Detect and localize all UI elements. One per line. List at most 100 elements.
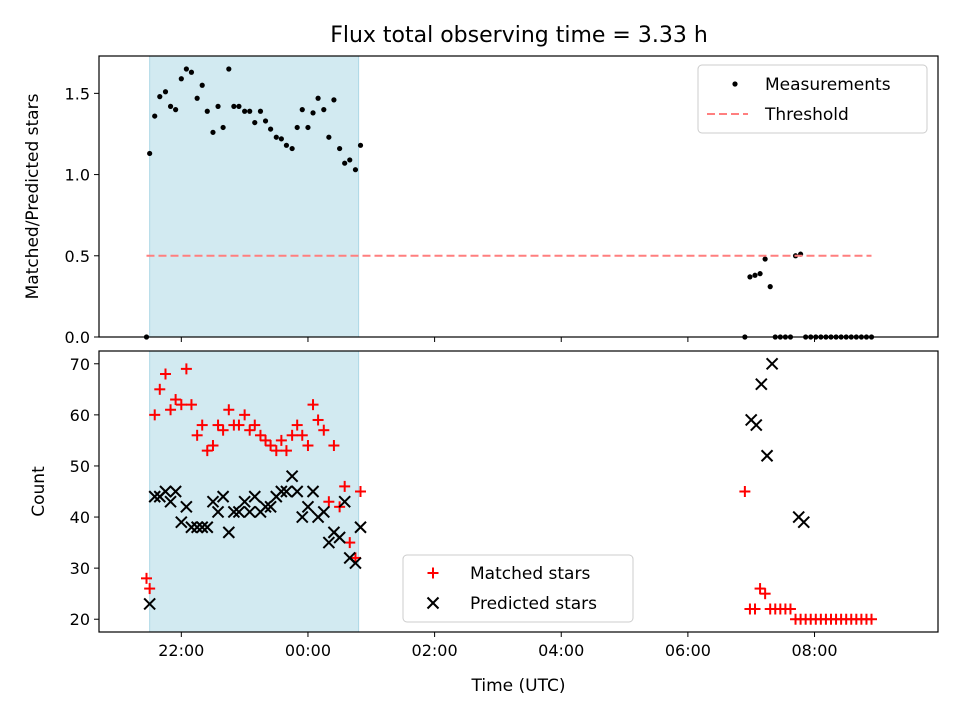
predicted-star-point-b (280, 485, 293, 498)
measurement-point (762, 256, 768, 262)
matched-star-point (175, 399, 187, 411)
matched-star-point (355, 486, 367, 497)
predicted-star-point-b (322, 536, 336, 549)
predicted-star-point (211, 505, 225, 519)
predicted-star-point (755, 378, 768, 391)
predicted-star-point-b (296, 510, 309, 524)
xtick-label: 22:00 (158, 641, 204, 660)
observing-span-band (149, 55, 360, 338)
measurement-point (315, 95, 321, 101)
measurement-point (289, 145, 295, 152)
measurement-point (273, 134, 279, 140)
matched-star-point (260, 434, 272, 446)
matched-star-point (180, 363, 192, 375)
measurement-point (752, 272, 758, 278)
measurement-point (157, 94, 163, 100)
matched-star-point (159, 368, 171, 380)
predicted-star-point (227, 505, 241, 519)
legend-matched-label: Matched stars (470, 564, 590, 584)
predicted-star-point-b (338, 495, 351, 508)
predicted-star-point (765, 357, 779, 370)
ytick-label: 0.5 (65, 247, 90, 266)
predicted-star-point (248, 490, 261, 503)
ytick-label: 30 (70, 559, 90, 578)
matched-star-point (291, 419, 303, 431)
matched-star-point (212, 419, 224, 431)
count-panel-ylabel: Count (29, 466, 49, 517)
predicted-star-point (317, 505, 330, 519)
chart-title: Flux total observing time = 3.33 h (330, 23, 708, 48)
ytick-label: 20 (70, 610, 90, 629)
measurement-point (283, 142, 290, 148)
xtick-label: 00:00 (285, 641, 331, 660)
matched-star-point (302, 440, 314, 452)
predicted-star-point-b (765, 357, 779, 370)
ytick-label: 40 (70, 508, 90, 527)
measurement-point (299, 107, 305, 113)
matched-star-point (323, 496, 335, 508)
measurement-point (294, 124, 300, 131)
ratio-panel: 0.0 0.5 1.0 1.5 Matched/Predicted stars Mea… (23, 55, 939, 347)
matched-star-point (249, 419, 261, 431)
count-panel-legend: Matched stars Predicted stars (402, 554, 634, 623)
matched-star-point (307, 399, 319, 411)
matched-star-point (165, 404, 177, 416)
matched-star-point (191, 429, 203, 441)
matched-star-point (244, 424, 256, 436)
measurement-point (147, 150, 153, 157)
legend-threshold-label: Threshold (764, 105, 849, 125)
count-panel-xticks: 22:00 00:00 02:00 04:00 06:00 08:00 (158, 632, 838, 660)
matched-star-point (784, 603, 796, 615)
xtick-label: 06:00 (665, 641, 711, 660)
measurement-point (767, 284, 773, 290)
ytick-label: 60 (70, 406, 90, 425)
ytick-label: 50 (70, 457, 90, 476)
predicted-star-point (797, 515, 810, 529)
predicted-star-point (333, 531, 346, 544)
predicted-star-point-b (175, 515, 188, 529)
predicted-star-point (750, 418, 763, 432)
predicted-star-point (232, 505, 246, 519)
predicted-star-point-b (264, 500, 277, 514)
ratio-panel-ylabel: Matched/Predicted stars (23, 93, 43, 299)
matched-star-point (144, 583, 156, 595)
legend-measurement-swatch (732, 81, 738, 87)
predicted-star-point-b (159, 485, 172, 498)
predicted-star-point (354, 521, 367, 534)
predicted-star-point-b (222, 526, 236, 539)
predicted-star-point (148, 490, 161, 503)
predicted-star-point-b (243, 505, 256, 519)
predicted-star-point (285, 469, 299, 483)
measurement-point (204, 108, 210, 114)
measurement-point (183, 66, 189, 72)
predicted-star-point-b (349, 556, 362, 570)
predicted-star-point-b (232, 505, 246, 519)
predicted-star-point-b (190, 521, 204, 534)
measurement-point (331, 97, 337, 103)
predicted-star-point (296, 510, 309, 524)
matched-star-point (280, 445, 292, 457)
matched-star-point (270, 445, 282, 457)
predicted-star-point-b (750, 418, 763, 432)
matched-star-point (328, 440, 340, 452)
predicted-star-point (306, 485, 320, 498)
predicted-star-point (290, 485, 304, 498)
predicted-star-point-b (354, 521, 367, 534)
matched-star-point (339, 480, 351, 492)
predicted-star-point (264, 500, 277, 514)
matched-star-point (749, 603, 761, 615)
predicted-star-point-b (164, 495, 177, 508)
matched-star-point (312, 414, 324, 426)
predicted-star-point (338, 495, 351, 508)
measurement-point (278, 136, 284, 142)
measurement-point (215, 103, 221, 109)
predicted-star-point (175, 515, 188, 529)
matched-star-point (265, 440, 277, 452)
ytick-label: 0.0 (65, 328, 90, 347)
measurement-point (242, 108, 248, 114)
predicted-star-point-b (248, 490, 261, 503)
matched-star-point (196, 419, 208, 431)
measurement-point (352, 167, 359, 173)
matched-star-point (201, 445, 213, 457)
